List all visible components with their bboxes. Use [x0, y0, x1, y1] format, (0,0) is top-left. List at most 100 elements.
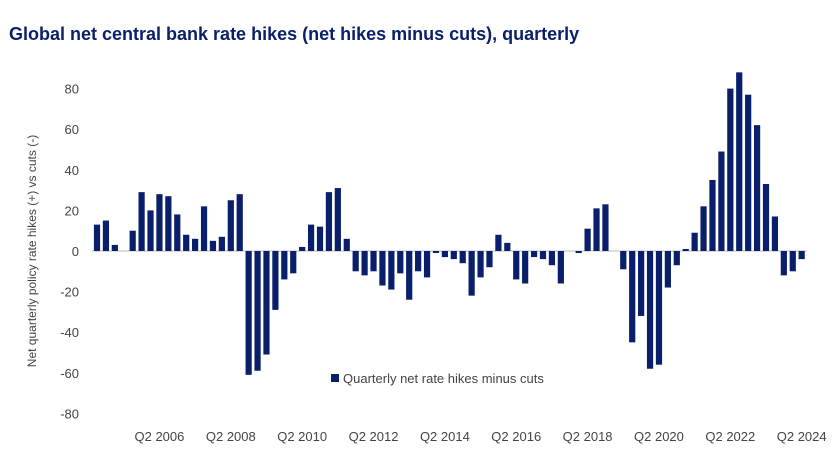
bar-q1-2020	[646, 251, 654, 369]
bar-q1-2011	[325, 192, 333, 251]
bar-q3-2016	[522, 251, 529, 284]
bar-q1-2014	[432, 251, 440, 254]
bar-q4-2019	[638, 251, 645, 316]
x-tick-label: Q2 2008	[206, 429, 256, 444]
bar-q4-2004	[102, 220, 110, 251]
bar-q2-2019	[620, 251, 627, 270]
bar-q3-2023	[771, 216, 779, 251]
x-tick-label: Q2 2024	[777, 429, 827, 444]
bar-q3-2011	[343, 238, 350, 251]
bar-q4-2007	[209, 240, 217, 251]
bar-q3-2014	[450, 251, 457, 260]
bar-q3-2009	[272, 251, 279, 310]
bar-q4-2006	[174, 214, 181, 251]
y-tick-label: 60	[65, 122, 79, 137]
y-tick-label: 0	[72, 244, 79, 259]
y-tick-label: 20	[65, 203, 79, 218]
bar-q4-2022	[745, 94, 752, 251]
chart-title: Global net central bank rate hikes (net …	[9, 24, 580, 44]
bar-q2-2015	[477, 251, 484, 278]
bar-q1-2024	[789, 251, 796, 272]
x-tick-label: Q2 2006	[135, 429, 185, 444]
bar-q2-2007	[192, 238, 199, 251]
bar-q3-2008	[236, 194, 243, 251]
bar-q3-2017	[557, 251, 564, 284]
bar-q4-2020	[673, 251, 680, 266]
bar-q2-2013	[406, 251, 413, 300]
bar-q4-2023	[780, 251, 787, 276]
bar-q2-2008	[227, 200, 234, 251]
bar-q1-2017	[539, 251, 547, 260]
y-tick-label: -80	[60, 406, 79, 421]
bar-q4-2014	[459, 251, 466, 264]
bar-q1-2010	[290, 251, 297, 274]
x-tick-label: Q2 2018	[563, 429, 613, 444]
bar-q4-2016	[530, 251, 538, 258]
y-tick-label: -20	[60, 285, 79, 300]
bar-q4-2008	[245, 251, 252, 375]
bar-q2-2009	[263, 251, 270, 355]
bar-q3-2021	[700, 206, 707, 251]
bar-q2-2010	[299, 246, 306, 251]
bar-q3-2020	[664, 251, 671, 288]
x-tick-label: Q2 2020	[634, 429, 684, 444]
bar-q2-2018	[584, 228, 591, 251]
bar-q1-2008	[218, 236, 225, 251]
bar-q1-2009	[254, 251, 261, 371]
bar-q4-2011	[352, 251, 359, 272]
bar-q3-2015	[486, 251, 493, 268]
bar-q2-2014	[441, 251, 448, 258]
bar-q4-2013	[423, 251, 431, 278]
bar-q3-2006	[165, 196, 172, 251]
bar-q1-2015	[468, 251, 475, 296]
y-tick-label: 40	[65, 163, 79, 178]
y-tick-label: -40	[60, 325, 79, 340]
y-axis-label: Net quarterly policy rate hikes (+) vs c…	[25, 135, 39, 367]
x-tick-label: Q2 2022	[705, 429, 755, 444]
bar-q1-2007	[183, 234, 190, 251]
bar-q2-2022	[727, 88, 734, 251]
bar-q3-2004	[93, 224, 101, 251]
bar-q1-2023	[753, 125, 761, 251]
bar-q4-2010	[316, 226, 324, 251]
bar-q4-2015	[495, 234, 502, 251]
bar-q4-2018	[602, 204, 609, 251]
bar-q4-2012	[388, 251, 395, 290]
bar-q3-2010	[307, 224, 315, 251]
bar-q1-2016	[504, 242, 511, 251]
bar-q4-2021	[709, 179, 716, 251]
bar-q3-2018	[593, 208, 600, 251]
x-tick-label: Q2 2010	[277, 429, 327, 444]
bar-q2-2024	[798, 251, 805, 260]
bar-q3-2022	[736, 72, 743, 251]
legend-swatch	[331, 374, 339, 382]
bar-q2-2011	[334, 188, 341, 251]
bar-q1-2018	[575, 251, 582, 254]
x-tick-label: Q2 2012	[349, 429, 399, 444]
bar-q1-2013	[397, 251, 404, 274]
bar-q2-2023	[762, 184, 770, 251]
bar-q3-2007	[200, 206, 208, 251]
bar-q2-2012	[370, 251, 377, 272]
bar-q4-2009	[281, 251, 288, 280]
bar-q3-2012	[379, 251, 386, 286]
bar-q4-2005	[138, 192, 145, 251]
bar-q1-2021	[682, 248, 689, 251]
legend: Quarterly net rate hikes minus cuts	[331, 371, 544, 386]
bar-q2-2020	[655, 251, 663, 365]
bar-q1-2012	[361, 251, 368, 276]
bar-q2-2017	[548, 251, 556, 266]
x-tick-label: Q2 2016	[491, 429, 541, 444]
y-tick-label: -60	[60, 366, 79, 381]
bar-q2-2021	[691, 232, 698, 251]
y-tick-label: 80	[65, 82, 79, 97]
bar-q3-2005	[129, 230, 136, 251]
bar-q1-2022	[718, 151, 725, 251]
bar-q1-2006	[147, 210, 154, 251]
bar-q2-2016	[513, 251, 520, 280]
x-tick-label: Q2 2014	[420, 429, 470, 444]
bar-q3-2013	[415, 251, 422, 272]
bar-q3-2019	[629, 251, 636, 343]
legend-label: Quarterly net rate hikes minus cuts	[343, 371, 544, 386]
